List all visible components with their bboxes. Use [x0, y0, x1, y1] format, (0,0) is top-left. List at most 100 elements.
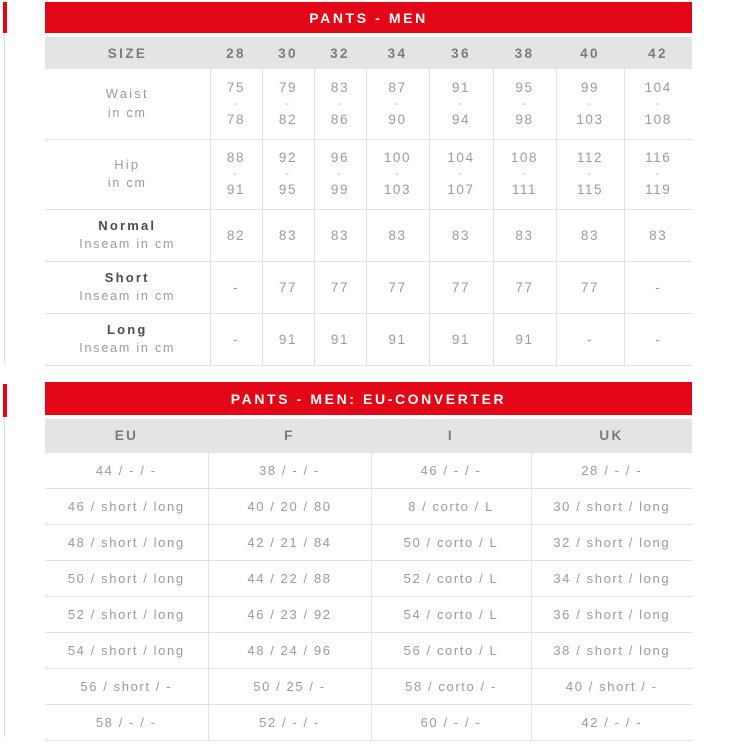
row-label-unit: Inseam in cm — [79, 289, 176, 304]
range-to: 94 — [451, 111, 471, 127]
measurement-cell: 91 — [313, 313, 366, 365]
converter-cell: 42 / 21 / 84 — [207, 524, 371, 560]
eu-converter-title-bar: PANTS - MEN: EU-CONVERTER — [45, 382, 692, 415]
measurement-cell: 91 — [428, 313, 493, 365]
converter-cell: 48 / 24 / 96 — [207, 632, 371, 668]
range-separator: - — [233, 167, 239, 180]
row-label: Normal Inseam in cm — [45, 209, 210, 261]
range-from: 96 — [330, 150, 350, 166]
range-from: 99 — [580, 80, 600, 96]
converter-cell: 52 / corto / L — [370, 560, 531, 596]
range-to: 82 — [278, 111, 298, 127]
measurement-cell: 87-90 — [365, 69, 429, 139]
converter-cell: 8 / corto / L — [370, 488, 531, 524]
measurement-cell: 112- 115 — [555, 139, 624, 209]
measurement-cell: 95-98 — [492, 69, 556, 139]
measurement-cell: - — [623, 261, 692, 313]
range-from: 92 — [278, 150, 298, 166]
measurement-cell: 83 — [623, 209, 692, 261]
converter-cell: 56 / short / - — [80, 678, 173, 694]
converter-cell: 38 / short / long — [530, 632, 692, 668]
measurement-cell: 91 — [365, 313, 429, 365]
range-separator: - — [458, 97, 464, 110]
measurement-cell: 77 — [261, 261, 314, 313]
range-from: 87 — [388, 80, 407, 96]
converter-cell: 42 / - / - — [530, 704, 692, 740]
converter-cell: 48 / short / long — [67, 534, 185, 550]
measurement-cell: 77 — [313, 261, 366, 313]
size-column-header: 28 — [226, 45, 246, 61]
measurement-row: Waist in cm 75-78 79-82 83-86 87-90 91-94 95-98… — [45, 69, 692, 139]
converter-row: 44 / - / - 38 / - / -46 / - / -28 / - / - — [45, 452, 692, 488]
row-label-name: Normal — [98, 217, 157, 233]
cutoff-table-header-fragment-top — [3, 2, 7, 33]
measurement-cell: - — [209, 313, 262, 365]
eu-converter-title: PANTS - MEN: EU-CONVERTER — [230, 390, 507, 407]
measurement-row: Hip in cm 88-91 92-95 96-99 100-103 104-107 108… — [45, 139, 692, 209]
converter-column-header: I — [447, 427, 455, 443]
converter-header-row: EU F I UK — [45, 419, 692, 452]
measurement-cell: 79-82 — [261, 69, 314, 139]
measurement-cell: 83-86 — [313, 69, 366, 139]
range-to: 103 — [383, 182, 412, 198]
range-from: 104 — [644, 80, 672, 96]
pants-men-size-chart: PANTS - MEN SIZE 28 30 32 34 36 38 40 42 Waist i… — [45, 2, 692, 366]
converter-cell: 44 / 22 / 88 — [207, 560, 371, 596]
range-separator: - — [337, 97, 343, 110]
row-label-unit: in cm — [107, 106, 147, 121]
converter-row: 56 / short / - 50 / 25 / -58 / corto / -4… — [45, 668, 692, 704]
row-label-name: Short — [104, 269, 150, 285]
row-label: Short Inseam in cm — [45, 261, 210, 313]
pants-men-title: PANTS - MEN — [309, 9, 428, 26]
measurement-cell: 88- 91 — [209, 139, 262, 209]
converter-cell: 50 / short / long — [67, 570, 185, 586]
converter-cell: 34 / short / long — [530, 560, 692, 596]
range-to: 111 — [511, 182, 538, 198]
pants-men-table: SIZE 28 30 32 34 36 38 40 42 Waist in cm 75-78 79-… — [45, 37, 692, 366]
size-column-header: 42 — [648, 45, 668, 61]
row-label-unit: Inseam in cm — [79, 237, 176, 252]
range-separator: - — [521, 97, 528, 110]
measurement-cell: - — [555, 313, 624, 365]
size-column-header: 40 — [580, 45, 600, 61]
cutoff-table-border-top — [4, 33, 5, 364]
converter-cell: 56 / corto / L — [370, 632, 531, 668]
size-column-header: 34 — [387, 45, 408, 61]
measurement-cell: 91 — [492, 313, 556, 365]
converter-column-header: UK — [599, 427, 624, 443]
converter-cell: 32 / short / long — [530, 524, 692, 560]
range-separator: - — [587, 167, 593, 180]
measurement-cell: 104-108 — [623, 69, 692, 139]
measurement-row: Short Inseam in cm -77 77 77 77 77 77- — [45, 261, 692, 313]
eu-converter-table: EU F I UK 44 / - / - 38 / - / -46 / - / -28 … — [45, 419, 692, 741]
range-from: 95 — [515, 80, 534, 96]
converter-cell: 46 / - / - — [370, 452, 531, 488]
converter-cell: 28 / - / - — [530, 452, 692, 488]
range-to: 115 — [576, 182, 604, 198]
converter-cell: 58 / corto / - — [370, 668, 531, 704]
size-column-header: 36 — [451, 45, 471, 61]
measurement-cell: 96- 99 — [313, 139, 366, 209]
range-to: 108 — [644, 111, 672, 127]
measurement-cell: 108- 111 — [492, 139, 556, 209]
row-label-name: Long — [106, 321, 148, 337]
size-header-row: SIZE 28 30 32 34 36 38 40 42 — [45, 37, 692, 69]
converter-cell: 50 / 25 / - — [207, 668, 371, 704]
measurement-cell: 77 — [365, 261, 429, 313]
range-from: 79 — [278, 80, 298, 96]
range-from: 116 — [645, 150, 672, 166]
measurement-row: Long Inseam in cm -91 91 91 91 91- - — [45, 313, 692, 365]
range-separator: - — [587, 97, 593, 110]
range-from: 100 — [383, 150, 412, 166]
measurement-cell: 83 — [313, 209, 366, 261]
range-separator: - — [233, 97, 239, 110]
converter-row: 46 / short / long 40 / 20 / 80 8 / corto /… — [45, 488, 692, 524]
pants-men-eu-converter-chart: PANTS - MEN: EU-CONVERTER EU F I UK 44 / - … — [45, 382, 692, 741]
converter-row: 58 / - / - 52 / - / -60 / - / -42 / - / - — [45, 704, 692, 740]
converter-cell: 30 / short / long — [530, 488, 692, 524]
converter-cell: 60 / - / - — [370, 704, 531, 740]
range-to: 107 — [447, 182, 475, 198]
range-to: 86 — [330, 111, 350, 127]
row-label-name: Waist — [105, 86, 149, 102]
